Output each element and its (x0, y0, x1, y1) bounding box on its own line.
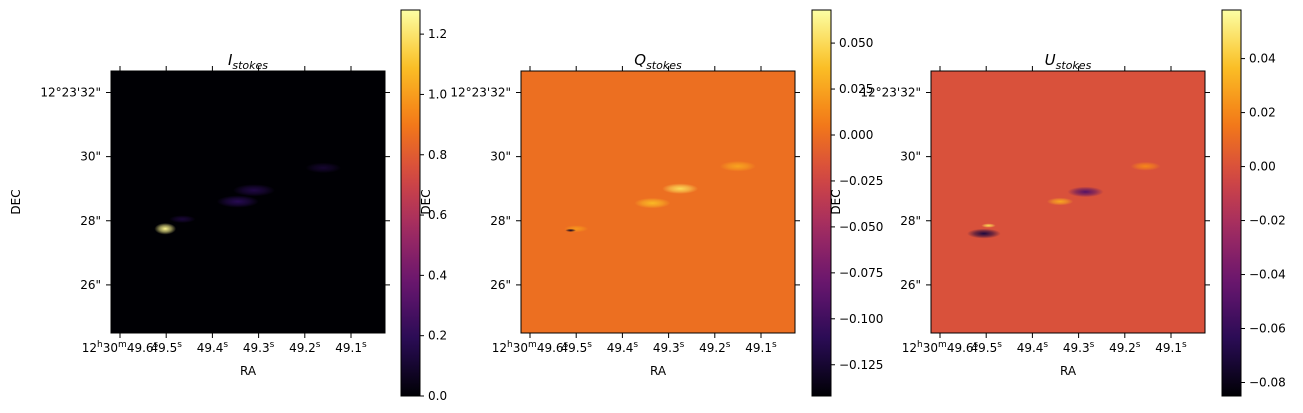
axes-frame (110, 70, 386, 334)
x-axis-label: RA (650, 364, 667, 378)
y-tick-label: 28" (80, 214, 101, 228)
colorbar-tick-label: 0.00 (1249, 160, 1276, 174)
y-tick-label: 28" (900, 214, 921, 228)
x-tick-label: 49.1s (1155, 340, 1187, 355)
colorbar-tick-label: 0.0 (428, 389, 447, 403)
image-feature-blob (719, 160, 756, 172)
x-tick-label: 49.4s (197, 340, 229, 355)
panel-title: Ustokes (1045, 51, 1092, 72)
image-feature-blob (1067, 186, 1104, 198)
x-tick-label: 49.5s (970, 340, 1002, 355)
colorbar-tick-label: 0.050 (839, 36, 873, 50)
x-tick-label: 12h30m49.6s (902, 340, 979, 355)
y-tick-label: 30" (900, 150, 921, 164)
x-tick-label: 49.4s (607, 340, 639, 355)
x-tick-label: 12h30m49.6s (492, 340, 569, 355)
image-feature-point_source (154, 223, 177, 235)
colorbar-tick-label: −0.050 (839, 220, 883, 234)
colorbar-tick-label: −0.06 (1249, 322, 1286, 336)
x-tick-label: 49.2s (1109, 340, 1141, 355)
image-feature-blob (1130, 161, 1161, 171)
colorbar-tick-label: 0.2 (428, 329, 447, 343)
x-tick-label: 12h30m49.6s (82, 340, 159, 355)
x-tick-label: 49.1s (335, 340, 367, 355)
image-feature-dipole_pos (981, 223, 996, 228)
x-tick-label: 49.3s (653, 340, 685, 355)
colorbar-tick-label: −0.125 (839, 358, 883, 372)
image-feature-blob (634, 197, 671, 209)
x-tick-label: 49.5s (150, 340, 182, 355)
x-tick-label: 49.2s (699, 340, 731, 355)
y-tick-label: 12°23'32" (860, 85, 921, 99)
y-tick-label: 28" (490, 214, 511, 228)
colorbar (1221, 9, 1242, 397)
colorbar-tick-label: 1.0 (428, 87, 447, 101)
y-tick-label: 12°23'32" (450, 85, 511, 99)
panel-title: Istokes (228, 51, 268, 72)
image-feature-blob (1046, 197, 1074, 206)
colorbar-tick-label: −0.075 (839, 266, 883, 280)
colorbar-tick-label: −0.04 (1249, 268, 1286, 282)
colorbar-tick-label: −0.100 (839, 312, 883, 326)
axes-frame (520, 70, 796, 334)
y-tick-label: 26" (80, 278, 101, 292)
colorbar-tick-label: 0.025 (839, 82, 873, 96)
x-tick-label: 49.2s (289, 340, 321, 355)
x-tick-label: 49.1s (745, 340, 777, 355)
colorbar-tick-label: −0.02 (1249, 214, 1286, 228)
x-tick-label: 49.3s (1063, 340, 1095, 355)
x-axis-label: RA (240, 364, 257, 378)
image-feature-blob (232, 184, 276, 197)
colorbar-tick-label: 0.8 (428, 148, 447, 162)
colorbar-tick-label: −0.025 (839, 174, 883, 188)
y-tick-label: 30" (80, 150, 101, 164)
colorbar-tick-label: 0.000 (839, 128, 873, 142)
image-feature-dipole_neg (967, 228, 1001, 239)
y-tick-label: 26" (490, 278, 511, 292)
colorbar-tick-label: 0.6 (428, 208, 447, 222)
x-tick-label: 49.3s (243, 340, 275, 355)
y-axis-label: DEC (829, 189, 843, 214)
image-feature-blob (662, 183, 699, 194)
image-feature-dipole_neg (565, 228, 577, 232)
colorbar-tick-label: −0.08 (1249, 376, 1286, 390)
colorbar-tick-label: 0.4 (428, 268, 447, 282)
y-tick-label: 30" (490, 150, 511, 164)
colorbar (811, 9, 832, 397)
colorbar-tick-label: 0.04 (1249, 52, 1276, 66)
y-tick-label: 26" (900, 278, 921, 292)
colorbar (400, 9, 421, 397)
y-axis-label: DEC (9, 189, 23, 214)
x-axis-label: RA (1060, 364, 1077, 378)
panel-title: Qstokes (634, 51, 682, 72)
axes-frame (930, 70, 1206, 334)
y-axis-label: DEC (419, 189, 433, 214)
colorbar-tick-label: 0.02 (1249, 106, 1276, 120)
y-tick-label: 12°23'32" (40, 85, 101, 99)
image-feature-blob (169, 215, 196, 224)
colorbar-tick-label: 1.2 (428, 27, 447, 41)
x-tick-label: 49.5s (560, 340, 592, 355)
x-tick-label: 49.4s (1017, 340, 1049, 355)
image-feature-blob (216, 195, 259, 208)
image-feature-blob (305, 162, 342, 174)
